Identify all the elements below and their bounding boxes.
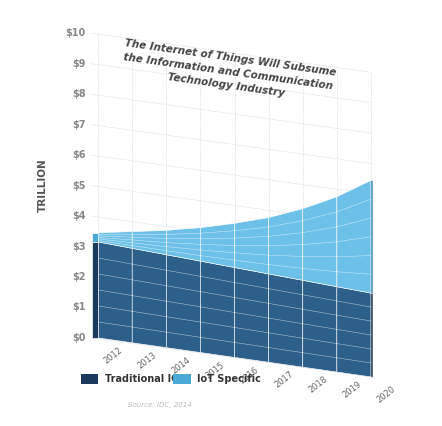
Polygon shape (91, 233, 98, 242)
Text: 2014: 2014 (170, 355, 192, 375)
Text: Source: IDC, 2014: Source: IDC, 2014 (128, 402, 192, 408)
Polygon shape (91, 242, 98, 338)
Polygon shape (132, 230, 166, 255)
Text: TRILLION: TRILLION (38, 159, 48, 213)
Text: 2013: 2013 (136, 351, 158, 371)
Text: $1: $1 (72, 302, 86, 312)
Polygon shape (303, 197, 337, 287)
Polygon shape (337, 180, 371, 293)
Text: 2015: 2015 (205, 360, 227, 380)
Text: 2020: 2020 (375, 385, 397, 405)
Text: 2012: 2012 (102, 345, 124, 366)
Polygon shape (80, 374, 98, 384)
Text: $5: $5 (72, 181, 86, 190)
Text: $0: $0 (72, 333, 86, 343)
Polygon shape (235, 268, 269, 362)
Text: The Internet of Things Will Subsume
the Information and Communication
Technology: The Internet of Things Will Subsume the … (120, 38, 337, 105)
Polygon shape (200, 261, 235, 357)
Polygon shape (173, 374, 191, 384)
Polygon shape (337, 287, 371, 377)
Text: IoT Specific: IoT Specific (198, 374, 261, 384)
Polygon shape (371, 293, 373, 377)
Text: 2018: 2018 (307, 375, 329, 395)
Polygon shape (371, 180, 373, 294)
Polygon shape (98, 242, 132, 343)
Text: Traditional ICT: Traditional ICT (105, 374, 185, 384)
Polygon shape (269, 274, 303, 367)
Text: $2: $2 (72, 272, 86, 282)
Text: $8: $8 (72, 89, 86, 99)
Text: 2017: 2017 (273, 370, 295, 390)
Polygon shape (166, 227, 200, 261)
Polygon shape (200, 223, 235, 268)
Polygon shape (303, 280, 337, 372)
Text: $10: $10 (65, 28, 86, 38)
Text: 2016: 2016 (239, 365, 261, 385)
Polygon shape (235, 218, 269, 274)
Text: $3: $3 (72, 242, 86, 251)
Text: $9: $9 (72, 59, 86, 69)
Text: 2019: 2019 (341, 380, 363, 400)
Polygon shape (269, 209, 303, 280)
Polygon shape (166, 255, 200, 353)
Text: $6: $6 (72, 150, 86, 160)
Polygon shape (132, 248, 166, 348)
Text: $4: $4 (72, 211, 86, 221)
Polygon shape (98, 232, 132, 248)
Text: $7: $7 (72, 120, 86, 130)
